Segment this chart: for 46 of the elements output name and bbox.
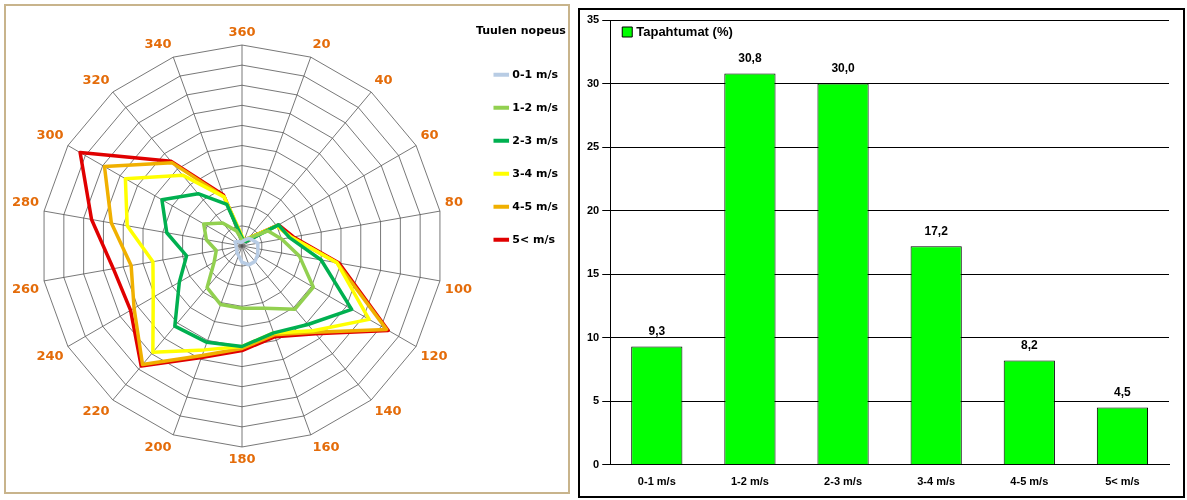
spoke-label: 60 <box>420 126 439 142</box>
legend-label: 5< m/s <box>512 232 556 246</box>
y-tick-label: 30 <box>586 76 600 89</box>
x-tick-label: 3-4 m/s <box>917 475 956 488</box>
legend-title: Tuulen nopeus <box>475 24 567 38</box>
legend-label: 4-5 m/s <box>512 199 559 213</box>
spoke-label: 240 <box>36 348 64 364</box>
data-label: 8,2 <box>1020 337 1038 352</box>
legend-label: Tapahtumat (%) <box>636 23 733 39</box>
y-tick-label: 25 <box>586 140 600 153</box>
spoke-label: 200 <box>144 438 172 454</box>
spoke-label: 20 <box>312 36 331 51</box>
x-tick-label: 2-3 m/s <box>824 475 863 488</box>
spoke-label: 40 <box>374 71 393 87</box>
spoke-label: 140 <box>374 402 402 418</box>
spoke-label: 220 <box>82 402 110 418</box>
data-label: 17,2 <box>924 223 949 238</box>
legend-label: 3-4 m/s <box>512 166 559 180</box>
spoke-label: 260 <box>12 280 40 296</box>
y-tick-label: 15 <box>586 267 600 280</box>
legend-label: 1-2 m/s <box>512 100 559 114</box>
x-tick-label: 1-2 m/s <box>730 475 769 488</box>
spoke-label: 300 <box>36 126 64 142</box>
legend-label: 2-3 m/s <box>512 133 559 147</box>
y-tick-label: 0 <box>593 457 600 470</box>
spoke-label: 360 <box>228 23 256 39</box>
data-label: 4,5 <box>1114 384 1132 399</box>
spoke-label: 180 <box>228 451 256 467</box>
spoke-label: 160 <box>312 438 340 454</box>
y-tick-label: 35 <box>586 13 600 26</box>
spoke-label: 340 <box>144 36 172 51</box>
x-tick-label: 0-1 m/s <box>637 475 676 488</box>
data-label: 30,0 <box>831 60 856 75</box>
y-tick-label: 5 <box>593 394 600 407</box>
spoke-label: 100 <box>444 280 472 296</box>
data-label: 30,8 <box>738 50 762 65</box>
x-tick-label: 5< m/s <box>1105 475 1140 488</box>
legend-label: 0-1 m/s <box>512 67 559 81</box>
y-tick-label: 20 <box>586 203 600 216</box>
x-tick-label: 4-5 m/s <box>1010 475 1049 488</box>
spoke-label: 120 <box>420 348 448 364</box>
spoke-label: 320 <box>82 71 110 87</box>
data-label: 9,3 <box>648 323 666 338</box>
spoke-label: 280 <box>12 193 40 209</box>
y-tick-label: 10 <box>586 330 600 343</box>
spoke-label: 80 <box>444 193 463 209</box>
